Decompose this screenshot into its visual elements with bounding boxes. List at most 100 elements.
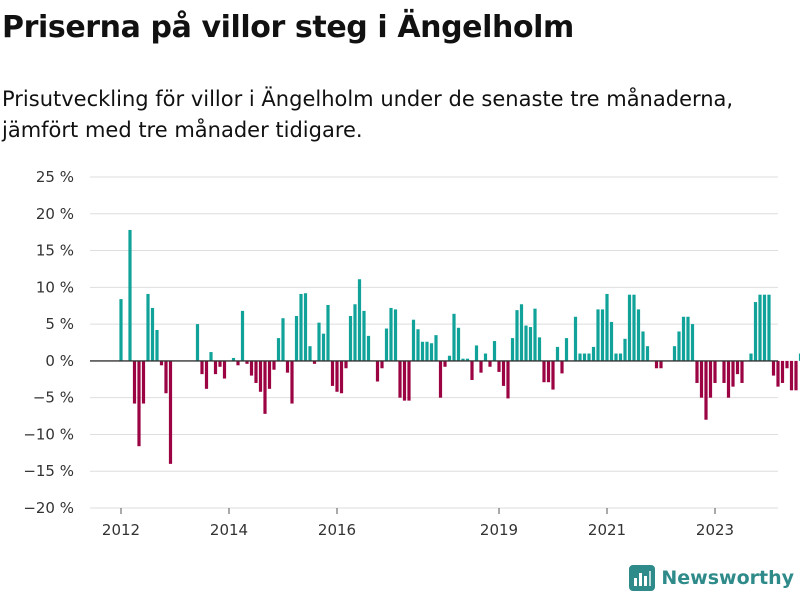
- bar: [236, 360, 240, 366]
- bar: [686, 316, 690, 361]
- bar: [488, 360, 492, 367]
- bar: [618, 353, 623, 361]
- x-tick-label: 2021: [588, 521, 626, 539]
- bar: [636, 309, 641, 361]
- bar: [164, 360, 168, 394]
- bar: [312, 360, 317, 364]
- chart-subtitle: Prisutveckling för villor i Ängelholm un…: [2, 87, 734, 142]
- bar: [276, 338, 281, 361]
- bar: [200, 360, 204, 375]
- chart-title: Priserna på villor steg i Ängelholm: [2, 10, 574, 45]
- bar: [533, 308, 537, 361]
- y-tick-label: 15 %: [36, 242, 74, 260]
- bar: [614, 353, 618, 361]
- bar: [560, 360, 564, 374]
- bar: [389, 307, 393, 361]
- bar: [497, 360, 501, 372]
- bar: [456, 327, 461, 361]
- bar: [317, 322, 321, 361]
- bar: [308, 346, 312, 361]
- bar: [429, 343, 434, 361]
- bar: [600, 309, 605, 361]
- bar: [357, 279, 362, 361]
- bar: [708, 360, 713, 398]
- bar: [348, 316, 353, 361]
- bar: [465, 358, 470, 361]
- bar: [195, 324, 200, 361]
- bar: [591, 346, 596, 361]
- bar: [168, 360, 173, 464]
- bar: [452, 313, 456, 361]
- bar: [713, 360, 717, 383]
- bar: [524, 325, 528, 361]
- bar: [128, 229, 132, 361]
- bar: [762, 294, 767, 361]
- bar: [474, 345, 479, 361]
- bar: [402, 360, 407, 401]
- bar: [780, 360, 785, 383]
- bar: [407, 360, 411, 401]
- y-tick-label: 20 %: [36, 205, 74, 223]
- bar: [443, 360, 447, 367]
- bar: [398, 360, 402, 398]
- bar: [537, 337, 542, 361]
- bar: [492, 341, 497, 361]
- bar: [267, 360, 272, 389]
- bar: [303, 293, 308, 361]
- y-tick-label: 5 %: [45, 315, 74, 333]
- x-tick-label: 2019: [480, 521, 518, 539]
- bar: [722, 360, 726, 383]
- bar: [726, 360, 731, 398]
- bar: [735, 360, 740, 375]
- bar: [330, 360, 335, 386]
- bar: [740, 360, 744, 383]
- bar: [294, 316, 299, 361]
- bar: [555, 346, 560, 361]
- bar: [596, 309, 600, 361]
- bar: [231, 357, 236, 361]
- bar: [510, 338, 515, 361]
- bar: [659, 360, 663, 369]
- bar: [447, 355, 452, 361]
- bar: [141, 360, 146, 404]
- bar: [695, 360, 699, 383]
- bar: [654, 360, 659, 369]
- bar-chart-logo-icon: [629, 565, 656, 591]
- bar: [776, 360, 780, 387]
- bar: [326, 304, 330, 361]
- bar: [681, 316, 686, 361]
- x-tick-label: 2016: [318, 521, 356, 539]
- bar: [789, 360, 794, 391]
- newsworthy-brand[interactable]: Newsworthy: [629, 565, 794, 591]
- bar: [483, 353, 488, 361]
- brand-name: Newsworthy: [661, 567, 794, 589]
- bar: [798, 353, 800, 361]
- bar: [582, 353, 587, 361]
- bar: [501, 360, 506, 386]
- bar: [366, 335, 371, 361]
- bar: [209, 352, 213, 361]
- bar: [573, 316, 578, 361]
- y-tick-label: 0 %: [45, 352, 74, 370]
- bar: [785, 360, 789, 369]
- bar: [159, 360, 164, 366]
- bar: [119, 299, 123, 361]
- bar: [222, 360, 227, 379]
- y-tick-label: −15 %: [23, 462, 74, 480]
- bar: [515, 310, 519, 361]
- bar: [627, 294, 632, 361]
- x-tick-label: 2012: [102, 521, 140, 539]
- bar: [551, 360, 555, 390]
- bar: [771, 360, 776, 376]
- bar: [258, 360, 263, 392]
- bar: [578, 353, 582, 361]
- bar: [434, 335, 438, 361]
- bar: [677, 331, 681, 361]
- y-tick-label: −10 %: [23, 425, 74, 443]
- bar: [425, 341, 429, 361]
- bar: [335, 360, 339, 392]
- bar: [461, 358, 465, 361]
- bar: [132, 360, 137, 404]
- bar: [290, 360, 294, 404]
- bar: [794, 360, 798, 391]
